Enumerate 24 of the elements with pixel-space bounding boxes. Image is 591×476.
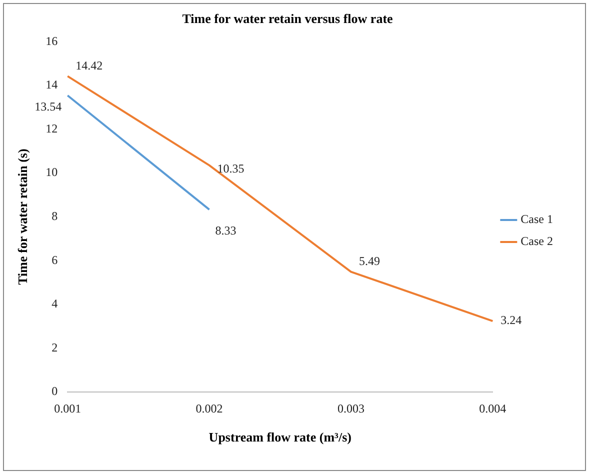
legend-label: Case 1 [520,212,553,226]
y-axis-title: Time for water retain (s) [15,148,30,285]
x-tick-label: 0.003 [337,401,364,416]
x-axis-title: Upstream flow rate (m³/s) [208,430,352,445]
y-tick-label: 4 [52,296,58,311]
x-tick-label: 0.002 [196,401,223,416]
y-tick-label: 8 [52,208,58,223]
y-tick-label: 12 [46,121,58,136]
data-label: 3.24 [500,313,522,328]
y-tick-label: 6 [52,252,58,267]
y-tick-label: 0 [52,384,58,398]
y-tick-label: 16 [46,34,58,48]
data-label: 13.54 [34,100,62,114]
data-label: 10.35 [217,161,244,176]
x-tick-label: 0.004 [479,401,506,416]
data-label: 8.33 [215,224,236,238]
y-tick-label: 2 [52,340,58,354]
x-tick-label: 0.001 [54,401,82,416]
y-tick-label: 14 [46,78,58,92]
data-label: 5.49 [358,254,380,268]
chart-title: Time for water retain versus flow rate [182,11,394,26]
y-tick-label: 10 [46,165,58,180]
data-label: 14.42 [76,58,103,72]
legend-label: Case 2 [520,234,553,248]
